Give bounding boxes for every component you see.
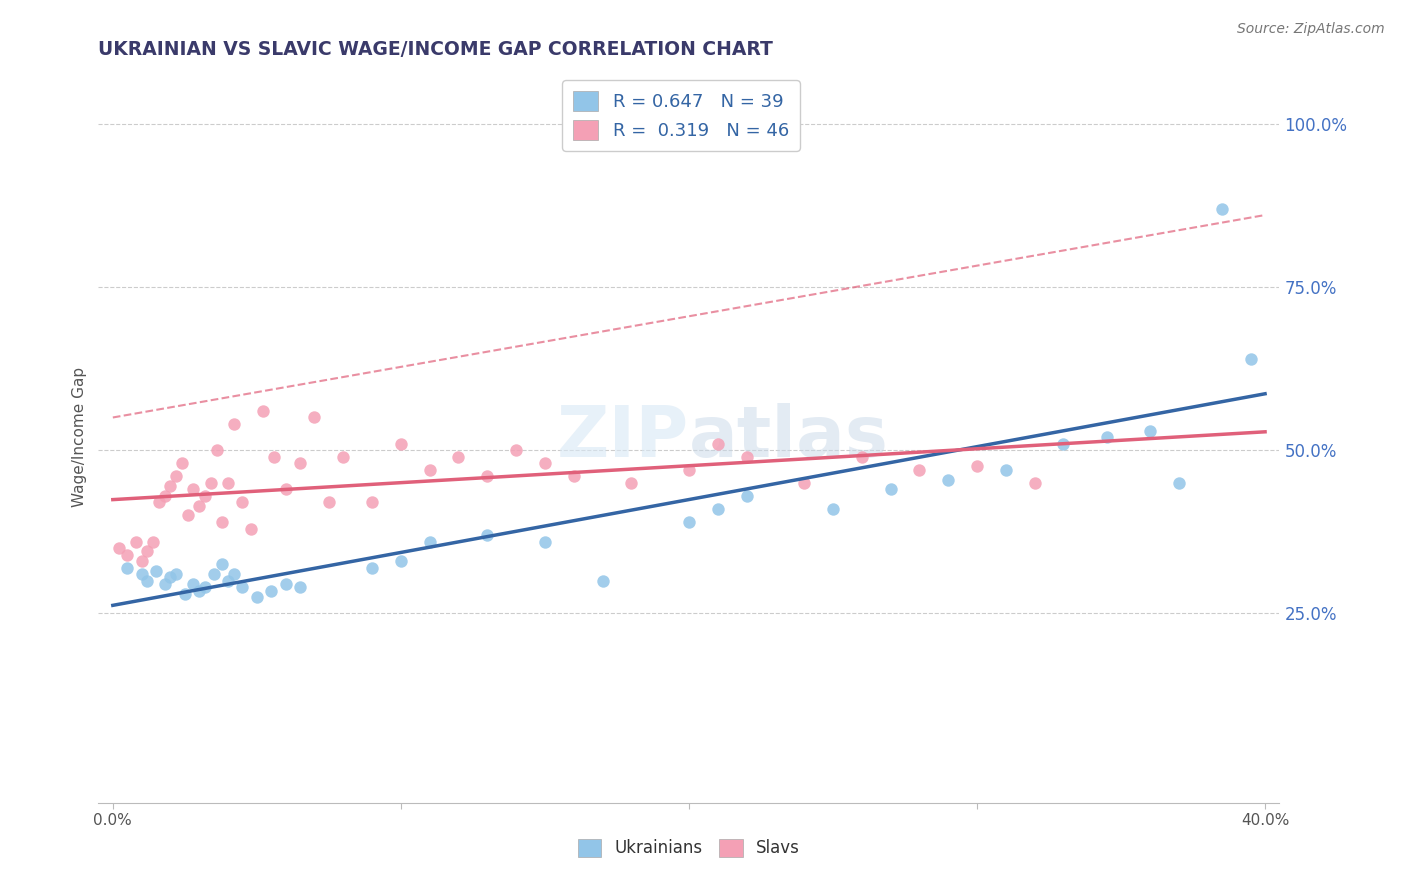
Point bbox=[706, 502, 728, 516]
Point bbox=[678, 463, 700, 477]
Legend: Ukrainians, Slavs: Ukrainians, Slavs bbox=[571, 832, 807, 864]
Point bbox=[115, 560, 138, 574]
Point bbox=[202, 567, 225, 582]
Point bbox=[159, 570, 181, 584]
Point bbox=[419, 534, 441, 549]
Point bbox=[231, 495, 253, 509]
Point bbox=[1240, 351, 1263, 366]
Point bbox=[288, 456, 311, 470]
Point bbox=[125, 534, 148, 549]
Point bbox=[205, 443, 228, 458]
Point bbox=[153, 577, 176, 591]
Point bbox=[246, 590, 269, 604]
Y-axis label: Wage/Income Gap: Wage/Income Gap bbox=[72, 367, 87, 508]
Point bbox=[908, 463, 931, 477]
Point bbox=[188, 499, 211, 513]
Point bbox=[159, 479, 181, 493]
Point bbox=[879, 483, 901, 497]
Point bbox=[183, 483, 205, 497]
Point bbox=[142, 534, 165, 549]
Point bbox=[263, 450, 285, 464]
Point bbox=[217, 574, 239, 588]
Point bbox=[173, 587, 195, 601]
Text: UKRAINIAN VS SLAVIC WAGE/INCOME GAP CORRELATION CHART: UKRAINIAN VS SLAVIC WAGE/INCOME GAP CORR… bbox=[98, 39, 773, 59]
Point bbox=[183, 577, 205, 591]
Point bbox=[735, 489, 758, 503]
Point bbox=[240, 521, 263, 535]
Point bbox=[188, 583, 211, 598]
Point bbox=[252, 404, 274, 418]
Point bbox=[145, 564, 167, 578]
Point bbox=[194, 580, 217, 594]
Point bbox=[389, 436, 412, 450]
Point bbox=[288, 580, 311, 594]
Point bbox=[217, 475, 239, 490]
Point bbox=[966, 459, 988, 474]
Point bbox=[361, 495, 384, 509]
Point bbox=[222, 567, 245, 582]
Point bbox=[115, 548, 138, 562]
Point bbox=[477, 528, 499, 542]
Point bbox=[994, 463, 1017, 477]
Point bbox=[211, 515, 233, 529]
Point bbox=[477, 469, 499, 483]
Point bbox=[678, 515, 700, 529]
Point bbox=[1167, 475, 1189, 490]
Point bbox=[153, 489, 176, 503]
Point bbox=[165, 567, 187, 582]
Text: ZIP: ZIP bbox=[557, 402, 689, 472]
Point bbox=[562, 469, 585, 483]
Point bbox=[165, 469, 187, 483]
Point bbox=[389, 554, 412, 568]
Point bbox=[318, 495, 340, 509]
Point bbox=[136, 544, 159, 558]
Point bbox=[821, 502, 844, 516]
Point bbox=[851, 450, 873, 464]
Point bbox=[419, 463, 441, 477]
Point bbox=[332, 450, 354, 464]
Point bbox=[447, 450, 470, 464]
Point bbox=[1095, 430, 1118, 444]
Point bbox=[148, 495, 170, 509]
Point bbox=[1024, 475, 1046, 490]
Point bbox=[936, 473, 959, 487]
Point bbox=[131, 567, 153, 582]
Point bbox=[136, 574, 159, 588]
Point bbox=[177, 508, 200, 523]
Point bbox=[107, 541, 129, 555]
Point bbox=[706, 436, 728, 450]
Point bbox=[793, 475, 815, 490]
Point bbox=[274, 577, 297, 591]
Point bbox=[1139, 424, 1161, 438]
Point bbox=[361, 560, 384, 574]
Point bbox=[534, 534, 557, 549]
Point bbox=[274, 483, 297, 497]
Point bbox=[735, 450, 758, 464]
Point bbox=[194, 489, 217, 503]
Point bbox=[1052, 436, 1074, 450]
Point bbox=[1211, 202, 1233, 216]
Point bbox=[260, 583, 283, 598]
Text: atlas: atlas bbox=[689, 402, 889, 472]
Point bbox=[620, 475, 643, 490]
Point bbox=[231, 580, 253, 594]
Point bbox=[592, 574, 614, 588]
Point bbox=[505, 443, 527, 458]
Point bbox=[131, 554, 153, 568]
Point bbox=[211, 558, 233, 572]
Point bbox=[222, 417, 245, 431]
Point bbox=[534, 456, 557, 470]
Text: Source: ZipAtlas.com: Source: ZipAtlas.com bbox=[1237, 22, 1385, 37]
Point bbox=[304, 410, 326, 425]
Point bbox=[170, 456, 193, 470]
Point bbox=[200, 475, 222, 490]
